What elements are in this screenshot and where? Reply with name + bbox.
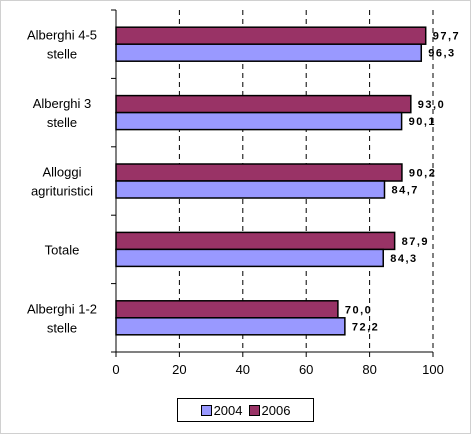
category-label-1-0: Alberghi 3 [33,96,92,111]
legend-item-2006: 2006 [248,402,291,418]
data-label-2004-3: 84,3 [390,253,417,265]
legend-swatch-2004 [200,404,212,416]
legend-swatch-2006 [248,404,260,416]
category-label-1-1: stelle [47,115,77,130]
data-label-2006-1: 93,0 [418,99,445,111]
x-tick-label-100: 100 [422,362,444,377]
data-label-2006-3: 87,9 [402,236,429,248]
category-label-2-1: agrituristici [31,184,93,199]
data-label-2004-0: 96,3 [428,48,455,60]
bar-2006-0 [115,26,427,45]
legend-label-2006: 2006 [261,402,291,418]
legend-label-2004: 2004 [213,402,243,418]
data-label-2006-0: 97,7 [433,31,460,43]
legend-item-2004: 2004 [200,402,243,418]
legend: 2004 2006 [177,398,314,422]
bar-2004-0 [115,43,423,62]
data-label-2004-4: 72,2 [352,321,379,333]
data-label-2006-2: 90,2 [409,168,436,180]
x-tick-label-60: 60 [299,362,313,377]
bar-2004-4 [115,317,346,336]
x-tick-label-0: 0 [112,362,119,377]
category-label-4-0: Alberghi 1-2 [27,301,97,316]
category-label-4-1: stelle [47,320,77,335]
data-label-2006-4: 70,0 [345,304,372,316]
bar-2006-4 [115,300,339,319]
data-label-2004-2: 84,7 [391,185,418,197]
bar-2004-1 [115,111,403,131]
bar-2006-3 [115,231,396,251]
data-label-2004-1: 90,1 [409,116,436,128]
category-label-0-1: stelle [47,47,77,62]
category-label-2-0: Alloggi [42,165,81,180]
category-label-3-0: Totale [45,242,80,257]
category-label-0-0: Alberghi 4-5 [27,28,97,43]
x-tick-label-80: 80 [362,362,376,377]
bar-2006-2 [115,163,403,182]
bar-2004-2 [115,180,386,199]
x-tick-label-20: 20 [172,362,186,377]
bar-2004-3 [115,248,384,268]
x-tick-label-40: 40 [236,362,250,377]
bar-2006-1 [115,94,412,114]
